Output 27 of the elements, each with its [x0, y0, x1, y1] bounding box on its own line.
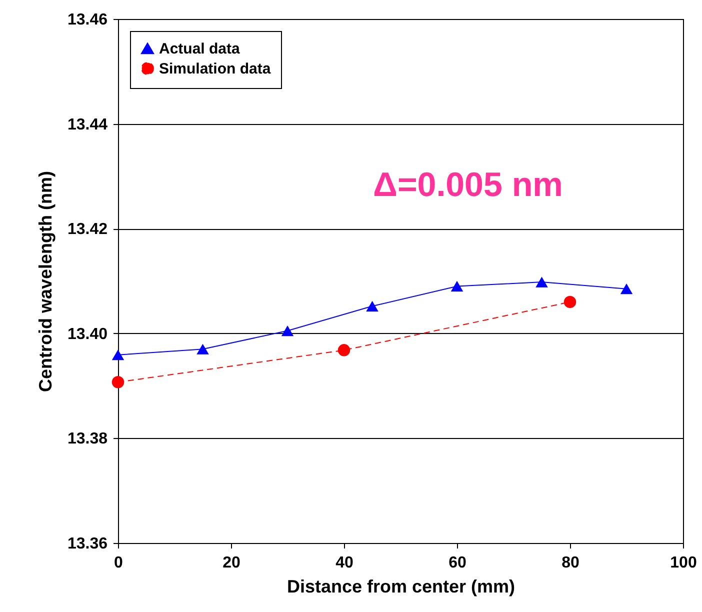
x-axis-title: Distance from center (mm): [286, 576, 516, 596]
point: [366, 300, 378, 312]
y-tick-label: 13.42: [67, 221, 108, 238]
y-tick-label: 13.38: [67, 430, 108, 448]
legend-label: Simulation data: [159, 60, 272, 78]
y-axis-title: Centroid wavelength (nm): [35, 170, 56, 392]
x-tick-label: 80: [562, 554, 580, 572]
x-tick-label: 40: [336, 554, 354, 572]
point: [281, 325, 294, 336]
point: [338, 344, 350, 356]
point: [450, 280, 464, 292]
legend-label: Actual data: [159, 40, 241, 58]
y-tick-label: 13.36: [67, 536, 108, 552]
x-tick-label: 100: [670, 554, 697, 572]
point: [112, 376, 124, 388]
point: [112, 350, 124, 360]
x-tick-label: 60: [448, 554, 466, 572]
point: [196, 344, 209, 354]
point: [536, 276, 548, 288]
y-tick-label: 13.46: [67, 12, 108, 28]
y-tick-label: 13.40: [67, 326, 108, 343]
annotation: Δ=0.005 nm: [373, 166, 563, 204]
point: [620, 284, 633, 294]
y-tick-label: 13.44: [67, 116, 108, 134]
x-tick-label: 0: [114, 554, 124, 572]
point: [564, 296, 576, 308]
x-tick-label: 20: [222, 554, 240, 572]
